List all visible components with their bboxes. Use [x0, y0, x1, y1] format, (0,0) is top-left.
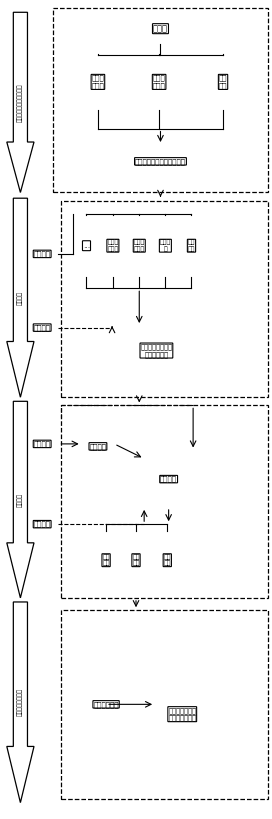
Bar: [53, 8, 268, 192]
Text: 模型建立: 模型建立: [34, 324, 51, 331]
Text: ...: ...: [83, 242, 90, 250]
Text: 规划修正: 规划修正: [34, 521, 51, 527]
Text: 第一步：: 第一步：: [18, 291, 23, 305]
Text: 空间
布局: 空间 布局: [102, 554, 110, 566]
Text: 决策者: 决策者: [153, 25, 168, 33]
Text: 国际市
场标准: 国际市 场标准: [92, 75, 104, 89]
Bar: [61, 405, 268, 598]
Bar: [61, 610, 268, 799]
Text: 规划施工: 规划施工: [89, 443, 106, 450]
Text: 能源管理系统: 能源管理系统: [93, 701, 119, 708]
Text: 清洁能源园区低
碳排放示范建设: 清洁能源园区低 碳排放示范建设: [168, 707, 196, 722]
Text: 情景模拟: 情景模拟: [160, 476, 177, 482]
Polygon shape: [7, 12, 34, 192]
Text: 第二步：: 第二步：: [18, 492, 23, 507]
Text: 非参
预测: 非参 预测: [188, 240, 195, 251]
Text: 经济发展规划及政策依据: 经济发展规划及政策依据: [18, 83, 23, 122]
Text: 构建多元回报率及评价指标: 构建多元回报率及评价指标: [135, 158, 186, 165]
Text: 计算区域空间供需
平衡关系矩阵: 计算区域空间供需 平衡关系矩阵: [140, 343, 172, 358]
Text: 数据收集: 数据收集: [34, 251, 51, 257]
Text: 非参对
照: 非参对 照: [160, 240, 171, 251]
Text: 产业
布局: 产业 布局: [132, 554, 140, 566]
Text: 非参概
率估计: 非参概 率估计: [134, 240, 145, 251]
Text: 生态
布局: 生态 布局: [163, 554, 171, 566]
Text: 清洁能源园区示范: 清洁能源园区示范: [18, 688, 23, 717]
Polygon shape: [7, 198, 34, 397]
Polygon shape: [7, 602, 34, 803]
Text: 非参变
量估计: 非参变 量估计: [107, 240, 119, 251]
Text: 规划编制: 规划编制: [34, 441, 51, 447]
Polygon shape: [7, 401, 34, 598]
Text: 国内市
场标准: 国内市 场标准: [153, 75, 165, 89]
Text: 国际
标准: 国际 标准: [219, 75, 227, 89]
Bar: [61, 201, 268, 397]
